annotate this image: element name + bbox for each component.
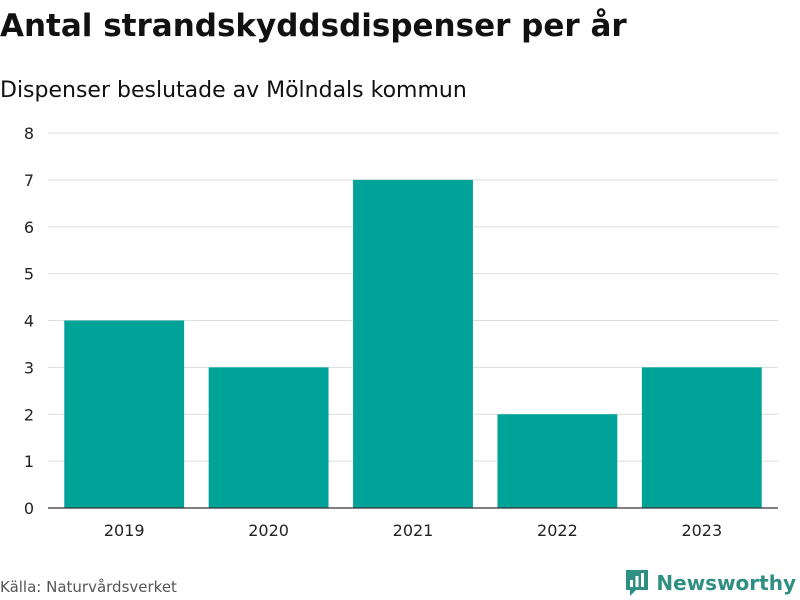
y-tick-label: 3: [24, 358, 34, 377]
bar-chart-icon: [626, 570, 649, 596]
y-tick-label: 4: [24, 312, 34, 331]
y-tick-label: 7: [24, 171, 34, 190]
x-tick-label: 2023: [681, 521, 722, 540]
chart-subtitle: Dispenser beslutade av Mölndals kommun: [0, 78, 467, 103]
bar: [497, 414, 618, 508]
y-tick-label: 2: [24, 405, 34, 424]
x-tick-label: 2022: [537, 521, 578, 540]
x-tick-label: 2020: [248, 521, 289, 540]
y-tick-label: 1: [24, 452, 34, 471]
bar: [641, 367, 762, 508]
chart-title: Antal strandskyddsdispenser per år: [0, 8, 627, 44]
x-tick-label: 2019: [104, 521, 145, 540]
y-tick-label: 6: [24, 218, 34, 237]
x-tick-label: 2021: [393, 521, 434, 540]
source-note: Källa: Naturvårdsverket: [0, 578, 177, 596]
y-tick-label: 0: [24, 499, 34, 518]
bar: [353, 179, 473, 508]
y-tick-label: 5: [24, 265, 34, 284]
brand-name: Newsworthy: [656, 571, 796, 595]
brand-logo: Newsworthy: [624, 568, 796, 598]
bar: [64, 320, 185, 508]
bar: [208, 367, 329, 508]
y-tick-label: 8: [24, 124, 34, 143]
